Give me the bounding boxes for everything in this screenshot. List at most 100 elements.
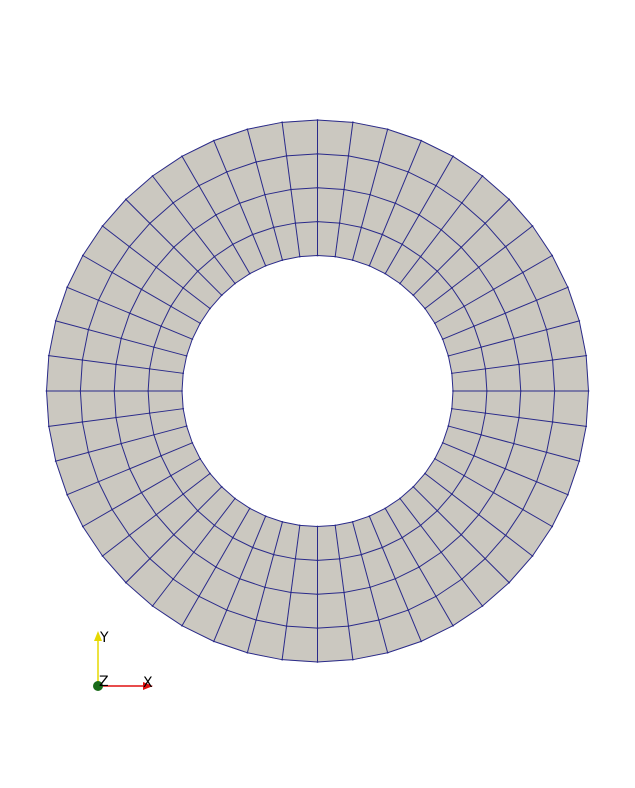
z-axis-label: Z bbox=[99, 674, 109, 690]
mesh-node bbox=[531, 555, 534, 557]
mesh-node bbox=[182, 286, 185, 289]
mesh-node bbox=[440, 551, 443, 554]
mesh-node bbox=[424, 307, 426, 310]
mesh-node bbox=[248, 507, 251, 510]
mesh-node bbox=[281, 520, 284, 523]
mesh-node bbox=[521, 508, 524, 511]
mesh-node bbox=[407, 171, 410, 173]
mesh-node bbox=[212, 139, 215, 142]
mesh-node bbox=[484, 222, 487, 225]
mesh-node bbox=[587, 390, 590, 392]
mesh-node bbox=[384, 507, 387, 510]
mesh-node bbox=[504, 312, 507, 315]
mesh-node bbox=[377, 161, 380, 163]
mesh-node bbox=[452, 390, 454, 392]
mesh-node bbox=[298, 255, 301, 258]
mesh-node bbox=[290, 188, 292, 191]
mesh-node bbox=[316, 186, 319, 189]
mesh-node bbox=[181, 624, 183, 627]
mesh-node bbox=[551, 421, 554, 423]
mesh-node bbox=[264, 586, 266, 589]
mesh-node bbox=[213, 524, 216, 527]
mesh-node bbox=[225, 171, 228, 173]
mesh-node bbox=[181, 155, 183, 158]
mesh-node bbox=[412, 485, 415, 488]
mesh-node bbox=[81, 359, 84, 361]
mesh-node bbox=[504, 534, 507, 537]
mesh-node bbox=[196, 270, 199, 273]
mesh-node bbox=[238, 202, 241, 205]
x-axis-label: X bbox=[143, 675, 153, 691]
mesh-node bbox=[578, 460, 581, 463]
mesh-node bbox=[394, 202, 397, 205]
mesh-node bbox=[155, 513, 158, 516]
mesh-node bbox=[113, 390, 116, 392]
mesh-node bbox=[214, 566, 217, 568]
mesh-node bbox=[566, 286, 569, 289]
mesh-node bbox=[87, 451, 90, 454]
mesh-node bbox=[87, 328, 90, 331]
mesh-node bbox=[54, 319, 57, 322]
mesh-node bbox=[441, 338, 444, 341]
mesh-node bbox=[338, 222, 341, 224]
mesh-node bbox=[234, 497, 236, 500]
mesh-node bbox=[181, 390, 183, 392]
orientation-axes-triad: Y Z X bbox=[93, 630, 153, 691]
mesh-node bbox=[447, 425, 450, 427]
mesh-node bbox=[151, 175, 154, 177]
mesh-node bbox=[338, 558, 341, 560]
mesh-node bbox=[172, 246, 175, 249]
mesh-node bbox=[191, 441, 194, 444]
mesh-node bbox=[394, 577, 397, 580]
mesh-node bbox=[481, 175, 484, 177]
mesh-node bbox=[343, 188, 345, 191]
mesh-node bbox=[551, 359, 554, 361]
mesh-node bbox=[566, 493, 569, 496]
mesh-node bbox=[585, 354, 588, 357]
mesh-node bbox=[504, 467, 507, 470]
mesh-node bbox=[508, 198, 511, 201]
x-axis-arrowhead bbox=[143, 682, 153, 690]
mesh-node bbox=[450, 372, 453, 375]
mesh-node bbox=[214, 214, 217, 216]
mesh-node bbox=[281, 259, 284, 262]
mesh-node bbox=[477, 513, 480, 516]
mesh-node bbox=[97, 480, 100, 483]
mesh-node bbox=[169, 474, 172, 477]
y-axis-label: Y bbox=[99, 630, 109, 646]
mesh-node bbox=[347, 155, 350, 157]
mesh-node bbox=[81, 254, 84, 257]
mesh-node bbox=[160, 454, 162, 457]
mesh-node bbox=[220, 485, 223, 488]
mesh-node bbox=[148, 557, 151, 560]
mesh-node bbox=[231, 243, 234, 246]
mesh-node bbox=[481, 605, 484, 607]
mesh-node bbox=[115, 363, 117, 366]
mesh-node bbox=[450, 407, 453, 410]
mesh-node bbox=[212, 640, 215, 643]
mesh-node bbox=[294, 222, 297, 224]
mesh-node bbox=[225, 609, 228, 611]
mesh-node bbox=[436, 270, 439, 273]
mesh-node bbox=[386, 128, 389, 131]
mesh-node bbox=[153, 346, 155, 349]
mesh-node bbox=[316, 627, 319, 630]
mesh-node bbox=[316, 119, 319, 121]
mesh-node bbox=[551, 254, 554, 257]
mesh-node bbox=[484, 412, 487, 415]
mesh-node bbox=[111, 508, 114, 511]
mesh-node bbox=[316, 593, 319, 596]
mesh-node bbox=[255, 161, 258, 163]
mesh-node bbox=[407, 609, 410, 611]
mesh-node bbox=[436, 509, 439, 512]
mesh-node bbox=[435, 184, 437, 187]
mesh-node bbox=[463, 474, 466, 477]
mesh-node bbox=[316, 525, 319, 528]
mesh-node bbox=[401, 536, 404, 539]
mesh-node bbox=[124, 198, 127, 201]
mesh-node bbox=[192, 228, 195, 231]
mesh-node bbox=[418, 214, 421, 216]
mesh-node bbox=[155, 266, 158, 269]
